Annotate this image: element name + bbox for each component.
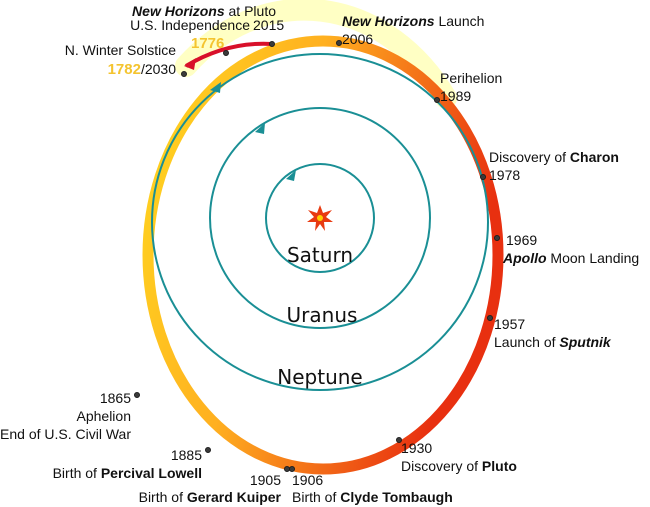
sun-core <box>317 215 323 221</box>
tombaugh-bold: Clyde Tombaugh <box>340 489 453 505</box>
uranus-label: Uranus <box>287 303 358 327</box>
neptune-label: Neptune <box>277 365 362 389</box>
apollo-label: Apollo Moon Landing <box>502 250 639 266</box>
marker-perihelion <box>433 97 440 104</box>
nh-launch-title: New Horizons Launch <box>342 13 484 29</box>
apollo-year: 1969 <box>506 232 537 248</box>
tombaugh-prefix: Birth of <box>292 489 340 505</box>
solstice-label: N. Winter Solstice <box>65 42 176 58</box>
marker-tombaugh <box>288 465 295 472</box>
marker-nh-launch <box>335 40 342 47</box>
nh-launch-title-italic: New Horizons <box>342 13 435 29</box>
uranus-orbit <box>209 107 431 329</box>
nh-pluto-title-italic: New Horizons <box>132 3 225 19</box>
perihelion-label: Perihelion <box>440 70 502 86</box>
sun-icon <box>307 205 333 231</box>
kuiper-prefix: Birth of <box>139 489 187 505</box>
independence-year: 1776 <box>191 35 224 52</box>
lowell-label: Birth of Percival Lowell <box>53 465 202 481</box>
lowell-prefix: Birth of <box>53 465 101 481</box>
marker-solstice <box>180 71 187 78</box>
tombaugh-label: Birth of Clyde Tombaugh <box>292 489 453 505</box>
sputnik-year: 1957 <box>494 316 525 332</box>
marker-lowell <box>204 446 211 453</box>
saturn-orbit <box>265 163 375 273</box>
lowell-year: 1885 <box>171 447 202 463</box>
event-markers <box>133 40 500 472</box>
solstice-year-rest: /2030 <box>141 61 176 77</box>
tombaugh-year: 1906 <box>292 472 323 488</box>
charon-prefix: Discovery of <box>489 149 570 165</box>
kuiper-bold: Gerard Kuiper <box>187 489 282 505</box>
nh-launch-title-rest: Launch <box>435 13 485 29</box>
neptune-direction-arrow <box>210 82 221 93</box>
charon-year: 1978 <box>489 167 520 183</box>
lowell-bold: Percival Lowell <box>101 465 202 481</box>
nh-launch-year: 2006 <box>342 31 373 47</box>
marker-independence <box>222 50 229 57</box>
marker-charon <box>479 173 486 180</box>
aphelion-year: 1865 <box>100 390 131 406</box>
independence-label: U.S. Independence <box>130 17 250 33</box>
kuiper-label: Birth of Gerard Kuiper <box>139 489 282 505</box>
aphelion-label: Aphelion <box>77 408 132 424</box>
sputnik-prefix: Launch of <box>494 334 559 350</box>
solstice-year-gold: 1782 <box>108 61 141 78</box>
charon-label: Discovery of Charon <box>489 149 619 165</box>
solstice-years: 1782/2030 <box>108 61 177 78</box>
marker-kuiper <box>283 465 290 472</box>
marker-aphelion <box>133 391 140 398</box>
saturn-label: Saturn <box>287 243 353 267</box>
saturn-direction-arrow <box>286 170 296 181</box>
nh-pluto-title: New Horizons at Pluto <box>132 3 276 19</box>
neptune-orbit <box>151 53 489 391</box>
perihelion-year: 1989 <box>440 88 471 104</box>
apollo-title-italic: Apollo <box>502 250 547 266</box>
sputnik-bold: Sputnik <box>559 334 612 350</box>
nh-pluto-title-rest: at Pluto <box>225 3 277 19</box>
marker-nh-pluto <box>268 41 275 48</box>
recent-arc-arrowhead <box>184 58 196 70</box>
pluto-discovery-label: Discovery of Pluto <box>401 458 517 474</box>
marker-sputnik <box>486 314 493 321</box>
sputnik-label: Launch of Sputnik <box>494 334 612 350</box>
aphelion-sub: End of U.S. Civil War <box>0 426 131 442</box>
marker-apollo <box>493 234 500 241</box>
kuiper-year: 1905 <box>250 472 281 488</box>
pluto-discovery-year: 1930 <box>401 440 432 456</box>
pluto-orbit <box>142 35 504 475</box>
uranus-direction-arrow <box>255 123 265 134</box>
apollo-title-rest: Moon Landing <box>547 250 640 266</box>
charon-bold: Charon <box>570 149 619 165</box>
nh-pluto-year: 2015 <box>253 17 284 33</box>
marker-pluto-discovery <box>395 436 402 443</box>
recent-arc-glow <box>175 0 457 109</box>
pluto-discovery-bold: Pluto <box>482 458 517 474</box>
pluto-discovery-prefix: Discovery of <box>401 458 482 474</box>
